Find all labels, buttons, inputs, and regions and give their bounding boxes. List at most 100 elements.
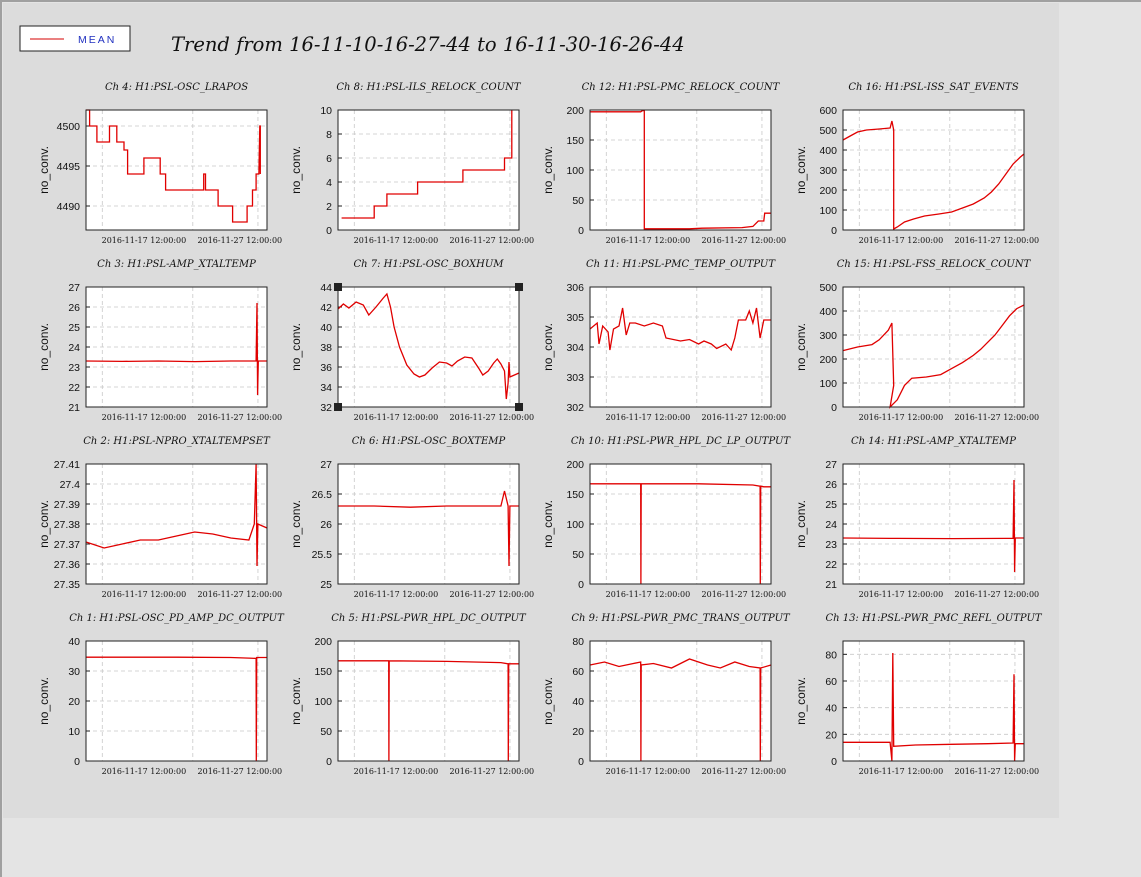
chart-2: Ch 8: H1:PSL-ILS_RELOCK_COUNT 0 2 4 6 8 10 2016… xyxy=(289,82,534,245)
y-tick-label: 100 xyxy=(566,165,584,177)
selection-handle xyxy=(515,283,523,291)
x-tick-label: 2016-11-17 12:00:00 xyxy=(102,236,187,245)
plot-frame xyxy=(337,286,520,408)
y-tick-label: 304 xyxy=(566,342,584,354)
window-top-edge xyxy=(0,0,1141,2)
x-tick-label: 2016-11-27 12:00:00 xyxy=(450,590,535,599)
y-tick-label: 100 xyxy=(314,696,332,708)
x-tick-label: 2016-11-17 12:00:00 xyxy=(859,413,944,422)
x-tick-label: 2016-11-27 12:00:00 xyxy=(955,590,1040,599)
plot-frame xyxy=(842,109,1025,231)
y-tick-label: 20 xyxy=(572,726,584,738)
x-tick-label: 2016-11-27 12:00:00 xyxy=(955,767,1040,776)
chart-5: Ch 3: H1:PSL-AMP_XTALTEMP 21 22 23 24 25 26 27 2… xyxy=(37,259,282,422)
y-tick-label: 23 xyxy=(68,362,80,374)
chart-12: Ch 14: H1:PSL-AMP_XTALTEMP 21 22 23 24 25 26 27… xyxy=(794,436,1039,599)
y-tick-label: 27.41 xyxy=(54,459,80,471)
y-tick-label: 150 xyxy=(566,489,584,501)
y-tick-label: 80 xyxy=(825,649,837,661)
x-tick-label: 2016-11-27 12:00:00 xyxy=(198,767,283,776)
chart-title: Ch 9: H1:PSL-PWR_PMC_TRANS_OUTPUT xyxy=(571,613,791,624)
y-axis-label: no_conv. xyxy=(37,146,51,194)
plot-area xyxy=(86,464,267,584)
chart-8: Ch 15: H1:PSL-FSS_RELOCK_COUNT 0 100 200 300… xyxy=(794,259,1039,422)
y-tick-label: 100 xyxy=(819,378,837,390)
y-tick-label: 0 xyxy=(831,402,837,414)
x-tick-label: 2016-11-27 12:00:00 xyxy=(955,236,1040,245)
page-title: Trend from 16-11-10-16-27-44 to 16-11-30… xyxy=(171,33,685,56)
plot-area xyxy=(843,464,1024,584)
plot-area xyxy=(590,464,771,584)
y-tick-label: 25 xyxy=(825,499,837,511)
legend: MEAN xyxy=(19,25,131,52)
y-tick-label: 26 xyxy=(68,302,80,314)
window-left-edge xyxy=(0,0,2,877)
y-axis-label: no_conv. xyxy=(541,500,555,548)
y-tick-label: 6 xyxy=(326,153,332,165)
y-tick-label: 26 xyxy=(320,519,332,531)
x-tick-label: 2016-11-17 12:00:00 xyxy=(606,236,691,245)
y-tick-label: 21 xyxy=(68,402,80,414)
y-tick-label: 100 xyxy=(566,519,584,531)
y-tick-label: 32 xyxy=(320,402,332,414)
plot-frame xyxy=(842,640,1025,762)
series-line-mean xyxy=(590,483,771,585)
y-tick-label: 27.37 xyxy=(54,539,80,551)
y-tick-label: 80 xyxy=(572,636,584,648)
chart-9: Ch 2: H1:PSL-NPRO_XTALTEMPSET 27.35 27.36 2… xyxy=(37,436,282,599)
y-tick-label: 27.36 xyxy=(54,559,80,571)
plot-frame xyxy=(589,463,772,585)
chart-4: Ch 16: H1:PSL-ISS_SAT_EVENTS 0 100 200 300 40… xyxy=(794,82,1039,245)
y-tick-label: 200 xyxy=(314,636,332,648)
x-tick-label: 2016-11-17 12:00:00 xyxy=(606,413,691,422)
y-tick-label: 40 xyxy=(320,322,332,334)
y-tick-label: 500 xyxy=(819,282,837,294)
y-tick-label: 300 xyxy=(819,165,837,177)
chart-title: Ch 11: H1:PSL-PMC_TEMP_OUTPUT xyxy=(586,259,776,270)
x-tick-label: 2016-11-17 12:00:00 xyxy=(859,236,944,245)
chart-3: Ch 12: H1:PSL-PMC_RELOCK_COUNT 0 50 100 150 2… xyxy=(541,82,786,245)
series-line-mean xyxy=(589,658,772,762)
y-tick-label: 22 xyxy=(825,559,837,571)
series-line-mean xyxy=(338,660,519,762)
x-tick-label: 2016-11-27 12:00:00 xyxy=(450,236,535,245)
x-tick-label: 2016-11-17 12:00:00 xyxy=(102,590,187,599)
y-tick-label: 200 xyxy=(566,459,584,471)
selection-handle xyxy=(515,403,523,411)
plot-frame xyxy=(842,463,1025,585)
y-axis-label: no_conv. xyxy=(794,323,808,371)
chart-10: Ch 6: H1:PSL-OSC_BOXTEMP 25 25.5 26 26.5 27 20… xyxy=(289,436,534,599)
y-tick-label: 500 xyxy=(819,125,837,137)
y-tick-label: 38 xyxy=(320,342,332,354)
selection-handle xyxy=(334,283,342,291)
y-tick-label: 40 xyxy=(68,636,80,648)
x-tick-label: 2016-11-27 12:00:00 xyxy=(702,590,787,599)
plot-area xyxy=(590,641,771,761)
x-tick-label: 2016-11-17 12:00:00 xyxy=(354,413,439,422)
y-tick-label: 27.4 xyxy=(60,479,81,491)
y-tick-label: 20 xyxy=(825,729,837,741)
x-tick-label: 2016-11-17 12:00:00 xyxy=(102,767,187,776)
y-tick-label: 0 xyxy=(578,579,584,591)
x-tick-label: 2016-11-27 12:00:00 xyxy=(198,413,283,422)
y-tick-label: 27 xyxy=(68,282,80,294)
y-tick-label: 0 xyxy=(74,756,80,768)
x-tick-label: 2016-11-17 12:00:00 xyxy=(859,590,944,599)
chart-title: Ch 12: H1:PSL-PMC_RELOCK_COUNT xyxy=(582,82,781,93)
chart-14: Ch 5: H1:PSL-PWR_HPL_DC_OUTPUT 0 50 100 150 2… xyxy=(289,613,534,776)
y-tick-label: 0 xyxy=(326,225,332,237)
y-tick-label: 27 xyxy=(320,459,332,471)
plot-frame xyxy=(337,109,520,231)
y-tick-label: 4500 xyxy=(57,121,81,133)
chart-15: Ch 9: H1:PSL-PWR_PMC_TRANS_OUTPUT 0 20 40 60… xyxy=(541,613,791,776)
y-tick-label: 302 xyxy=(566,402,584,414)
plot-area xyxy=(843,287,1024,407)
chart-title: Ch 5: H1:PSL-PWR_HPL_DC_OUTPUT xyxy=(331,613,527,624)
selection-handle xyxy=(334,403,342,411)
plot-frame xyxy=(337,640,520,762)
y-tick-label: 27 xyxy=(825,459,837,471)
series-line-mean xyxy=(341,110,513,219)
x-tick-label: 2016-11-17 12:00:00 xyxy=(606,590,691,599)
y-tick-label: 8 xyxy=(326,129,332,141)
plot-area xyxy=(843,641,1024,761)
